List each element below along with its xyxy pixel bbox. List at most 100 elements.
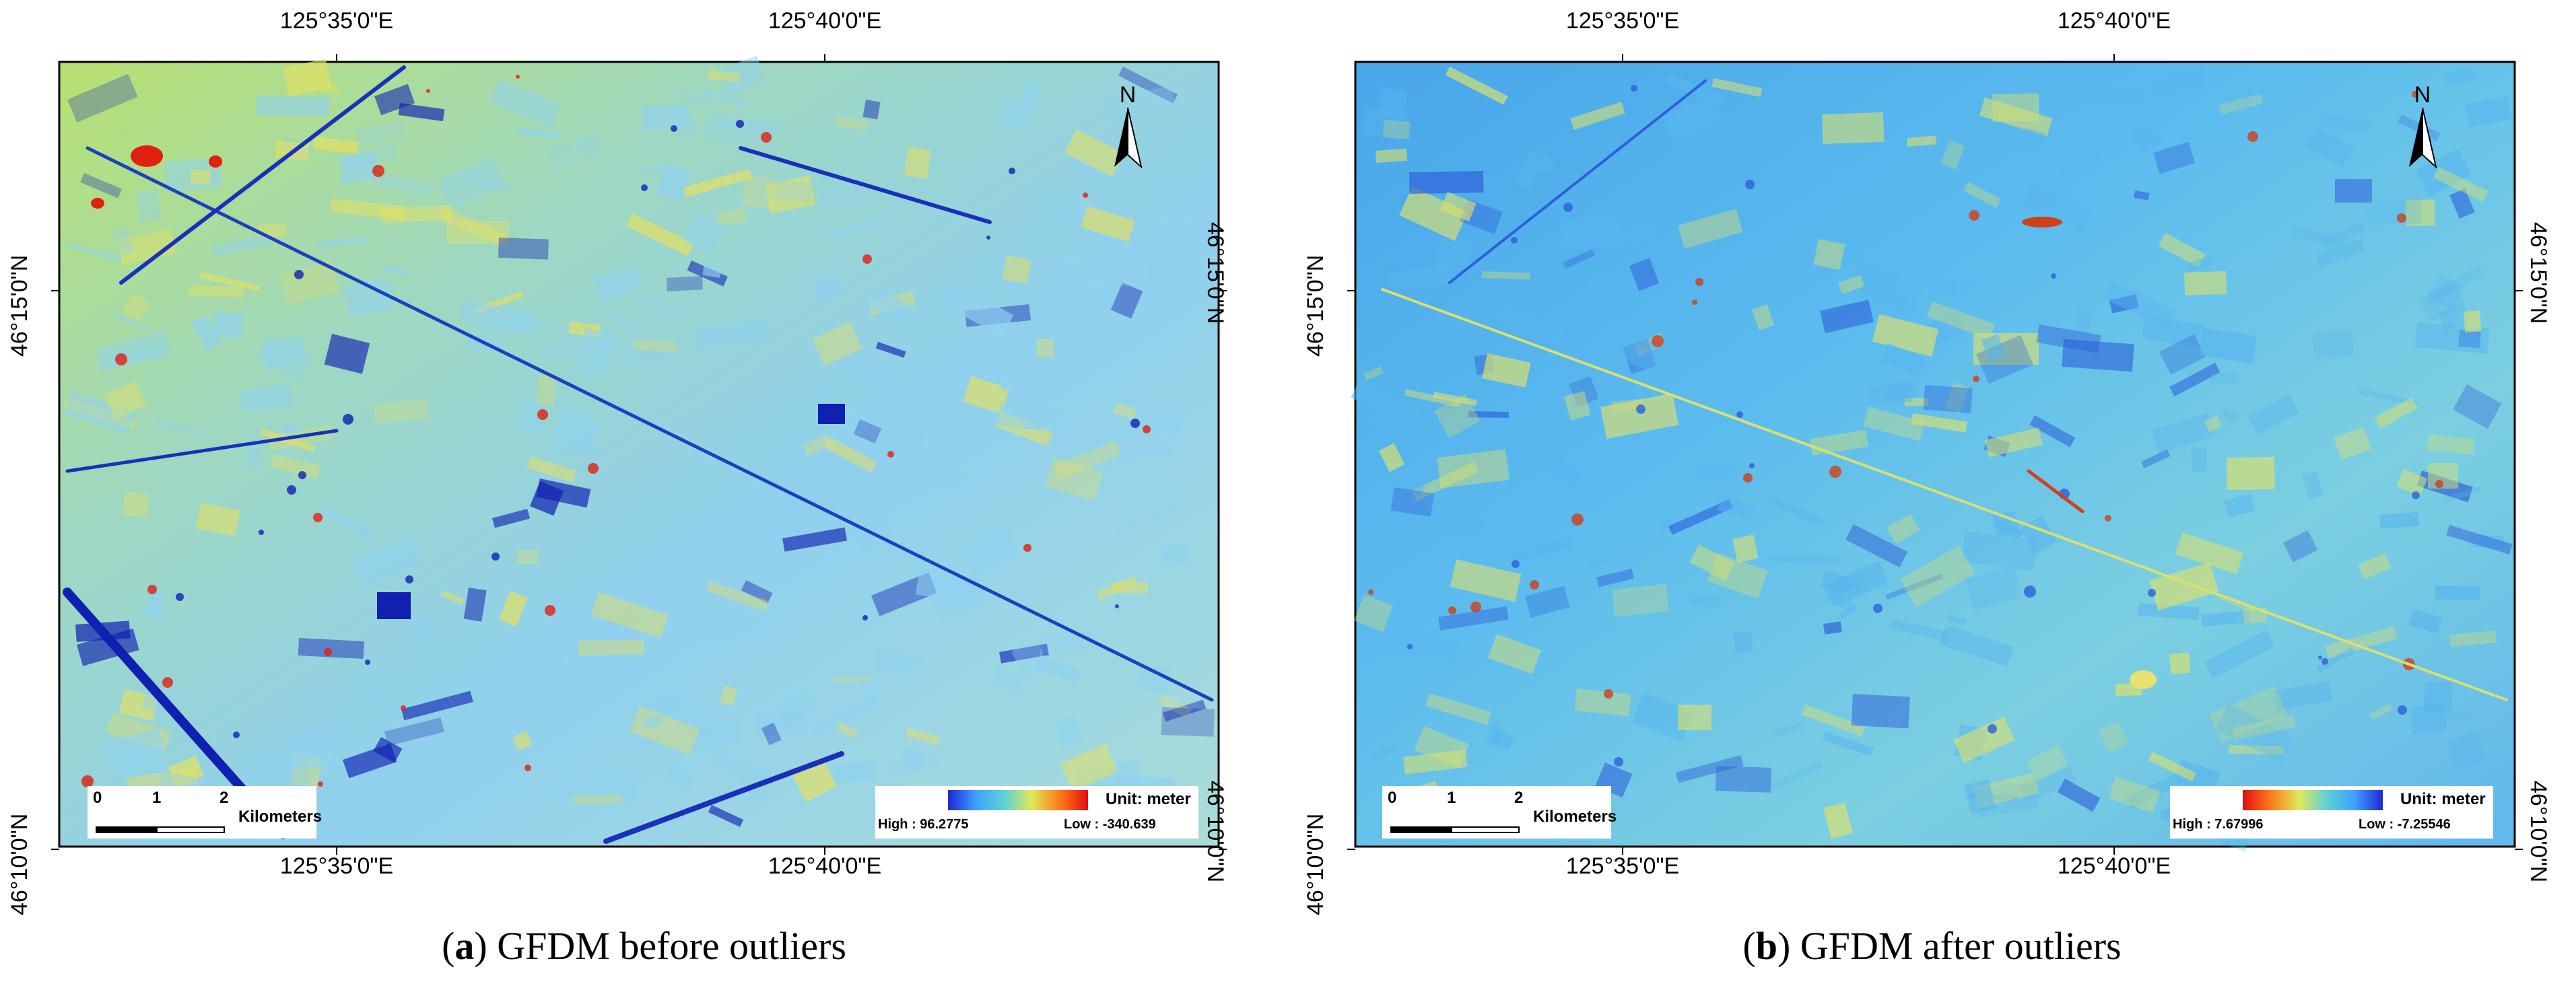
parcel — [498, 237, 549, 260]
north-arrow-icon — [2409, 108, 2437, 168]
speckle — [1511, 237, 1518, 244]
parcel — [95, 330, 171, 372]
speckle — [162, 677, 173, 688]
scale-unit: Kilometers — [238, 808, 323, 826]
speckle — [313, 513, 323, 522]
parcel — [1885, 382, 1913, 404]
parcel — [823, 437, 877, 473]
parcel — [357, 120, 407, 145]
parcel — [875, 342, 906, 358]
parcel — [2218, 94, 2264, 115]
scale-tick-1: 1 — [152, 789, 162, 807]
parcel — [1948, 614, 1967, 626]
parcel — [1765, 493, 1825, 528]
parcel — [1940, 140, 1965, 170]
speckle — [1873, 604, 1883, 613]
parcel — [2149, 562, 2219, 610]
parcel — [2449, 630, 2497, 647]
parcel — [2453, 384, 2502, 429]
parcel — [1985, 427, 2043, 458]
parcel — [2418, 281, 2466, 323]
parcel — [1822, 732, 1874, 757]
parcel — [1425, 693, 1491, 725]
parcel — [2439, 304, 2470, 331]
speckle — [2321, 658, 2328, 665]
parcel — [963, 376, 1010, 414]
parcel — [594, 264, 642, 302]
scale-segment-white — [156, 826, 225, 833]
parcel — [2191, 446, 2207, 472]
parcel — [904, 359, 924, 387]
speckle — [1652, 335, 1664, 347]
speckle — [862, 254, 872, 264]
scale-segment-white — [1451, 826, 1520, 833]
parcel — [1991, 518, 2024, 540]
parcel — [2305, 127, 2354, 168]
parcel — [2057, 779, 2101, 812]
speckle — [1695, 278, 1703, 286]
speckle — [862, 615, 868, 620]
parcel — [582, 328, 617, 351]
parcel — [1486, 723, 1505, 748]
speckle — [1470, 602, 1481, 612]
parcel — [2175, 532, 2244, 575]
parcel — [256, 96, 329, 116]
parcel — [1801, 704, 1866, 737]
parcel — [440, 590, 465, 605]
parcel — [2283, 530, 2318, 563]
parcel — [1926, 301, 1996, 340]
parcel — [919, 463, 961, 495]
parcel — [625, 213, 694, 256]
parcel — [1981, 334, 2006, 363]
parcel — [904, 147, 931, 179]
parcel — [110, 310, 149, 332]
parcel — [1445, 67, 1508, 105]
parcel — [2126, 768, 2191, 810]
parcel — [1773, 721, 1806, 738]
speckle — [2051, 273, 2056, 279]
parcel — [741, 175, 778, 210]
parcel — [1438, 606, 1509, 631]
parcel — [2148, 752, 2196, 782]
parcel — [923, 433, 976, 450]
parcel — [1820, 299, 1874, 334]
parcel — [576, 345, 614, 380]
speckle — [176, 593, 184, 601]
parcel — [80, 173, 123, 199]
parcel — [835, 721, 859, 739]
parcel — [1689, 594, 1720, 608]
left-lat-1: 46°15'0"N — [1303, 254, 1328, 357]
speckle — [545, 605, 555, 616]
parcel — [1595, 318, 1672, 378]
parcel — [2320, 113, 2371, 135]
parcel — [570, 774, 638, 804]
speckle — [1631, 85, 1637, 92]
parcel — [1732, 534, 1759, 563]
parcel — [260, 334, 308, 371]
parcel — [67, 73, 138, 123]
parcel — [2021, 128, 2045, 152]
top-lon-2: 125°40'0"E — [2057, 8, 2171, 34]
parcel — [530, 481, 564, 516]
parcel — [683, 218, 722, 254]
parcel — [2074, 309, 2091, 337]
parcel — [1711, 78, 1763, 98]
parcel — [2312, 329, 2354, 359]
parcel — [1880, 343, 1926, 377]
parcel — [1904, 398, 1928, 406]
parcel — [576, 135, 601, 157]
parcel — [1813, 166, 1872, 180]
speckle — [318, 781, 323, 787]
parcel — [1124, 472, 1178, 507]
parcel — [2367, 199, 2420, 224]
parcel — [280, 260, 340, 306]
parcel — [1379, 443, 1405, 472]
parcel — [1675, 755, 1744, 783]
parcel — [377, 785, 442, 808]
left-lat-1: 46°15'0"N — [7, 254, 32, 357]
parcel — [2465, 96, 2513, 128]
speckle — [426, 89, 430, 93]
scale-tick-2: 2 — [219, 789, 229, 807]
parcel — [1047, 256, 1091, 287]
parcel — [2369, 703, 2393, 720]
